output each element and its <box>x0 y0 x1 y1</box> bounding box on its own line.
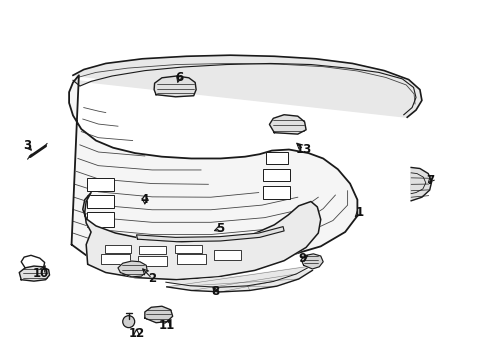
Text: 6: 6 <box>175 71 183 84</box>
Text: 11: 11 <box>159 319 175 332</box>
Bar <box>87 178 114 191</box>
Text: 5: 5 <box>217 222 225 235</box>
Polygon shape <box>145 306 172 323</box>
Bar <box>138 256 167 266</box>
Text: 4: 4 <box>141 193 149 206</box>
Bar <box>266 152 288 164</box>
Polygon shape <box>69 75 357 268</box>
Text: 13: 13 <box>295 143 312 156</box>
Bar <box>215 250 242 260</box>
Polygon shape <box>137 226 284 242</box>
Text: 10: 10 <box>33 267 49 280</box>
Text: 9: 9 <box>298 252 307 265</box>
Bar <box>263 168 290 181</box>
Text: 8: 8 <box>212 285 220 298</box>
Text: 7: 7 <box>427 174 435 186</box>
Polygon shape <box>411 167 432 201</box>
Bar <box>176 254 206 264</box>
Bar <box>263 186 290 199</box>
Bar <box>139 246 166 254</box>
Bar <box>104 244 131 253</box>
Polygon shape <box>83 193 321 280</box>
Polygon shape <box>301 254 323 269</box>
Text: 12: 12 <box>128 327 145 340</box>
Bar <box>87 195 114 208</box>
Circle shape <box>122 316 135 328</box>
Polygon shape <box>166 266 313 292</box>
Polygon shape <box>154 76 196 97</box>
Polygon shape <box>19 266 49 281</box>
Polygon shape <box>118 261 147 277</box>
Text: 1: 1 <box>356 206 364 219</box>
Bar <box>175 244 202 253</box>
Polygon shape <box>270 115 306 134</box>
Text: 3: 3 <box>24 139 32 152</box>
Text: 2: 2 <box>148 272 156 285</box>
Bar <box>101 254 130 264</box>
Polygon shape <box>73 55 422 117</box>
Bar <box>87 212 114 226</box>
